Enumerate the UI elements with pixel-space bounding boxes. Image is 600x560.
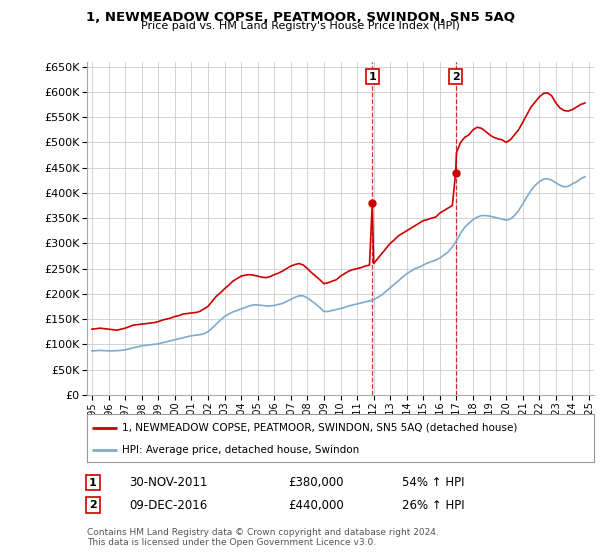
Text: £380,000: £380,000: [288, 476, 343, 489]
Text: £440,000: £440,000: [288, 498, 344, 512]
Text: Contains HM Land Registry data © Crown copyright and database right 2024.
This d: Contains HM Land Registry data © Crown c…: [87, 528, 439, 547]
Text: 09-DEC-2016: 09-DEC-2016: [129, 498, 207, 512]
Text: 2: 2: [89, 500, 97, 510]
Text: 54% ↑ HPI: 54% ↑ HPI: [402, 476, 464, 489]
Text: Price paid vs. HM Land Registry's House Price Index (HPI): Price paid vs. HM Land Registry's House …: [140, 21, 460, 31]
Text: 1: 1: [89, 478, 97, 488]
Text: 2: 2: [452, 72, 460, 82]
Text: 1: 1: [368, 72, 376, 82]
Text: HPI: Average price, detached house, Swindon: HPI: Average price, detached house, Swin…: [122, 445, 360, 455]
Text: 30-NOV-2011: 30-NOV-2011: [129, 476, 208, 489]
Text: 26% ↑ HPI: 26% ↑ HPI: [402, 498, 464, 512]
Text: 1, NEWMEADOW COPSE, PEATMOOR, SWINDON, SN5 5AQ (detached house): 1, NEWMEADOW COPSE, PEATMOOR, SWINDON, S…: [122, 423, 518, 433]
Text: 1, NEWMEADOW COPSE, PEATMOOR, SWINDON, SN5 5AQ: 1, NEWMEADOW COPSE, PEATMOOR, SWINDON, S…: [86, 11, 515, 24]
